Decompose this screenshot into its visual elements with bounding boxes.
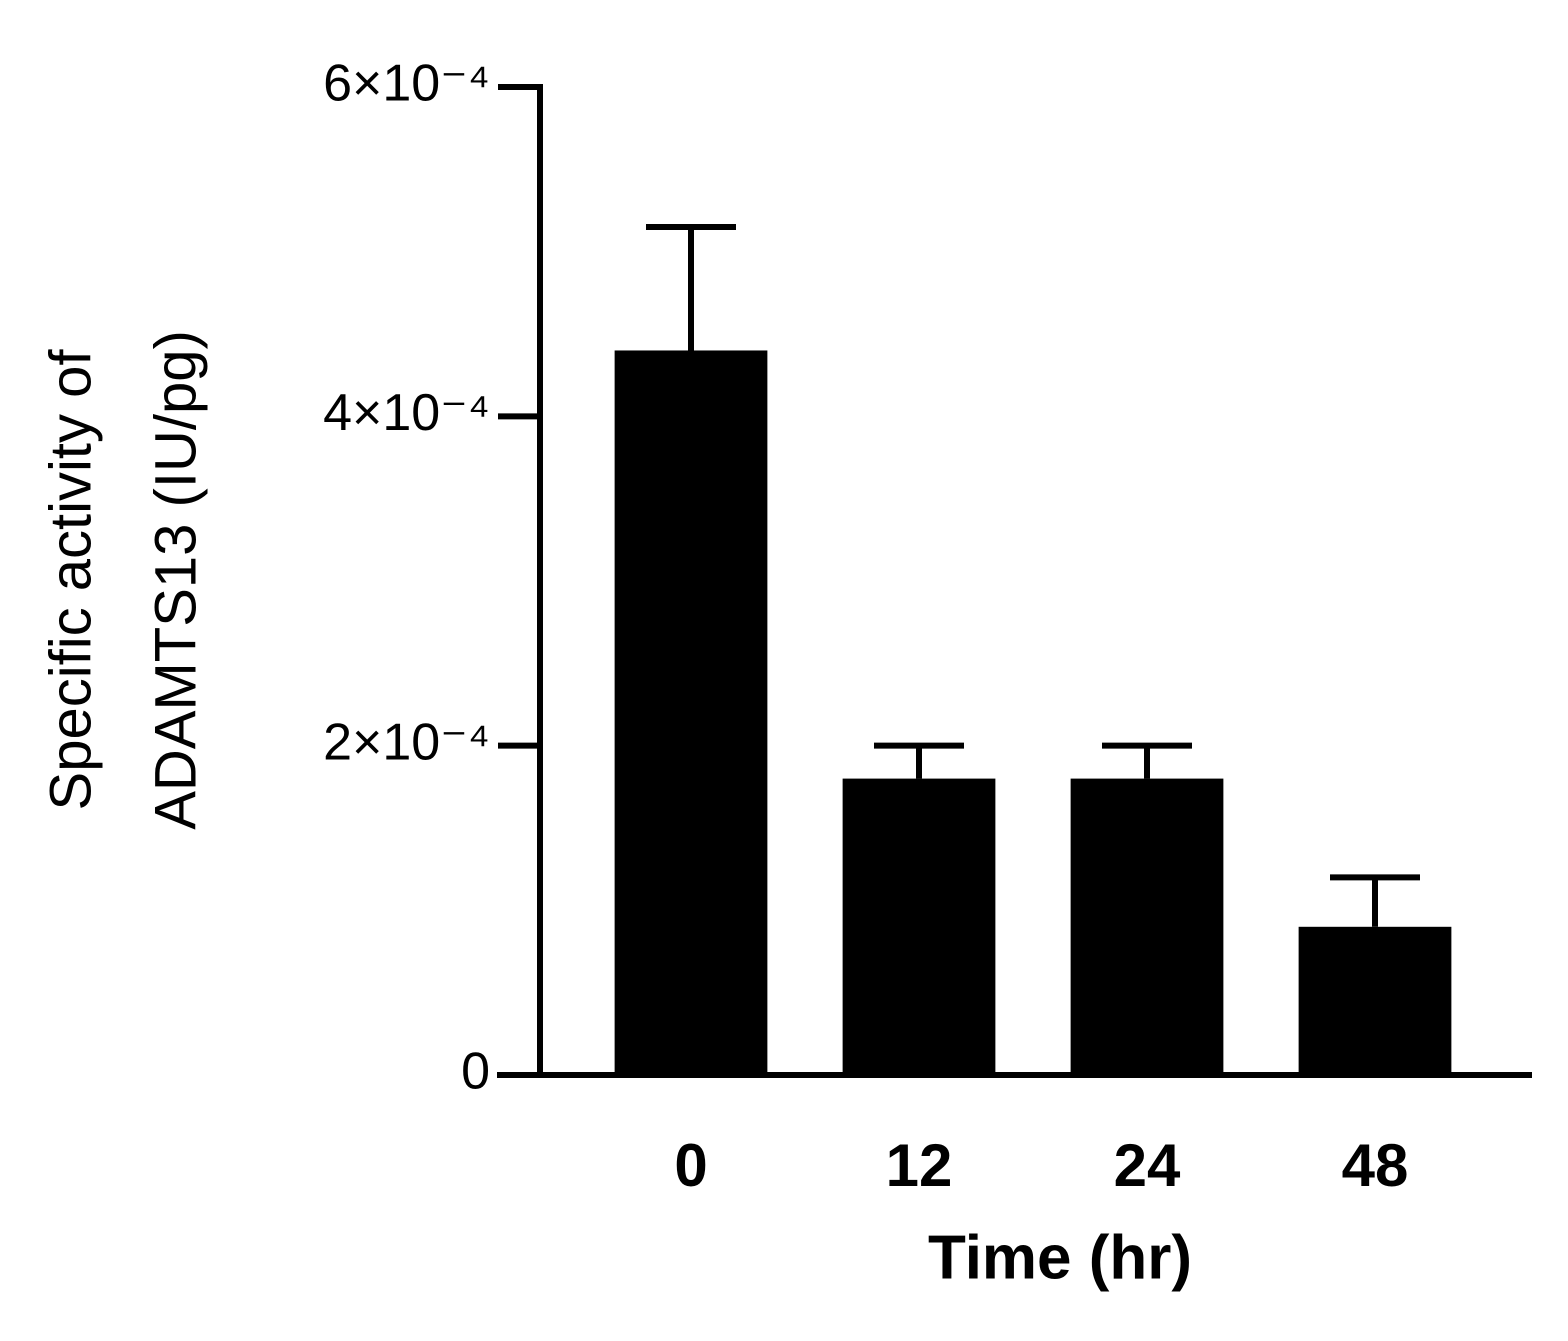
y-tick-label: 4×10⁻⁴ — [323, 384, 490, 442]
y-axis-label: ADAMTS13 (IU/pg) — [143, 330, 208, 830]
x-tick-label: 12 — [886, 1132, 953, 1199]
y-tick-label: 2×10⁻⁴ — [323, 713, 490, 771]
y-tick-label: 6×10⁻⁴ — [323, 55, 490, 113]
x-tick-label: 24 — [1114, 1132, 1181, 1199]
x-tick-label: 0 — [674, 1132, 707, 1199]
x-tick-label: 48 — [1342, 1132, 1409, 1199]
bar — [842, 778, 996, 1075]
y-axis-label: Specific activity of — [38, 349, 103, 811]
bar — [614, 350, 768, 1075]
y-tick-label: 0 — [461, 1043, 490, 1101]
bar — [1298, 926, 1452, 1075]
x-axis-label: Time (hr) — [928, 1223, 1192, 1292]
y-axis-label-group: Specific activity of ADAMTS13 (IU/pg) — [38, 330, 208, 830]
bar — [1070, 778, 1224, 1075]
